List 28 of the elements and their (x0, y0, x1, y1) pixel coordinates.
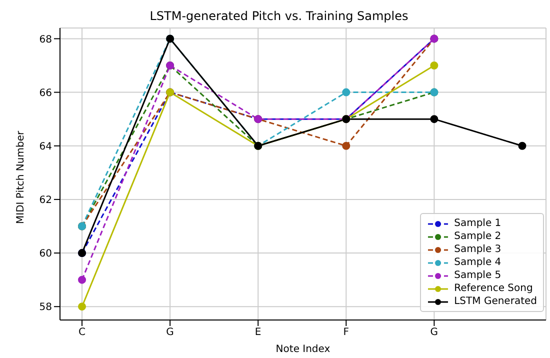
legend-label: Sample 3 (454, 243, 502, 256)
chart-title: LSTM-generated Pitch vs. Training Samples (148, 8, 410, 24)
legend-label: Sample 2 (454, 230, 502, 243)
x-tick-label: C (78, 327, 86, 338)
point (430, 115, 438, 124)
legend-label: Reference Song (454, 282, 533, 295)
point (78, 276, 86, 284)
y-tick-label: 60 (39, 248, 52, 260)
point (78, 302, 86, 311)
legend-label: Sample 1 (454, 217, 502, 230)
x-axis-title: Note Index (276, 344, 330, 355)
y-axis-title: MIDI Pitch Number (16, 130, 27, 224)
y-tick-label: 64 (39, 141, 52, 152)
point (342, 142, 350, 150)
x-tick-label: F (343, 327, 350, 338)
x-tick-label: G (430, 327, 438, 338)
y-tick-label: 68 (39, 34, 52, 46)
y-tick-label: 62 (39, 195, 52, 206)
point (518, 142, 526, 150)
x-tick-label: G (166, 327, 174, 338)
y-tick-label: 58 (39, 302, 52, 314)
legend-label: LSTM Generated (454, 295, 537, 308)
point (430, 62, 438, 70)
x-tick-label: E (254, 327, 262, 338)
point (342, 88, 350, 96)
y-tick-label: 66 (39, 88, 52, 99)
legend-label: Sample 4 (454, 256, 502, 269)
legend-label: Sample 5 (454, 269, 502, 282)
